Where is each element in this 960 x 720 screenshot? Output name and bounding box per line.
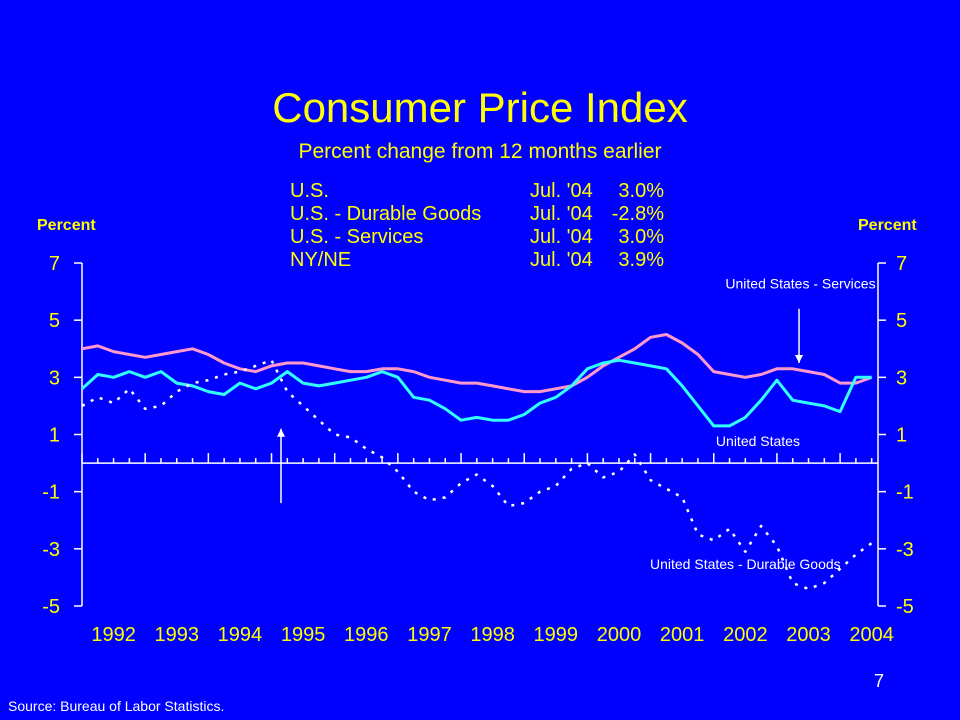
series-line-united-states-durable-goods	[81, 358, 873, 591]
y-tick-label-right: 3	[896, 367, 907, 389]
x-tick-label: 1992	[91, 624, 136, 646]
annotation-label: United States - Services	[725, 276, 875, 292]
legend-table: U.S. Jul. '04 3.0% U.S. - Durable Goods …	[290, 180, 664, 272]
y-tick-label-left: 3	[49, 367, 60, 389]
x-tick-label: 2004	[849, 624, 894, 646]
right-axis-title: Percent	[858, 217, 917, 234]
x-tick-label: 1996	[344, 624, 389, 646]
legend-row: U.S. Jul. '04 3.0%	[290, 180, 664, 203]
y-tick-label-left: -1	[42, 482, 60, 504]
legend-name: NY/NE	[290, 249, 352, 271]
legend-name: U.S.	[290, 180, 329, 202]
x-tick-label: 2002	[723, 624, 768, 646]
y-tick-label-right: 7	[896, 253, 907, 275]
legend-name: U.S. - Durable Goods	[290, 203, 482, 225]
x-tick-label: 2001	[660, 624, 705, 646]
legend-value: 3.9%	[618, 249, 664, 271]
y-tick-label-left: 5	[49, 310, 60, 332]
y-tick-label-left: -5	[42, 596, 60, 618]
left-axis-title: Percent	[37, 217, 96, 234]
annotation-label: United States - Durable Goods	[650, 556, 841, 572]
annotation-label: United States	[716, 433, 800, 449]
legend-row: NY/NE Jul. '04 3.9%	[290, 249, 664, 272]
legend-row: U.S. - Durable Goods Jul. '04 -2.8%	[290, 203, 664, 226]
legend-row: U.S. - Services Jul. '04 3.0%	[290, 226, 664, 249]
y-tick-label-right: 5	[896, 310, 907, 332]
y-tick-label-right: -1	[896, 482, 914, 504]
y-tick-label-right: -3	[896, 539, 914, 561]
x-tick-label: 1999	[534, 624, 579, 646]
y-tick-label-left: -3	[42, 539, 60, 561]
x-tick-label: 1995	[281, 624, 326, 646]
x-tick-label: 2003	[786, 624, 831, 646]
legend-name: U.S. - Services	[290, 226, 424, 248]
page-number: 7	[874, 671, 885, 691]
legend-date: Jul. '04	[530, 180, 593, 202]
legend-value: 3.0%	[618, 180, 664, 202]
x-tick-label: 1993	[155, 624, 200, 646]
y-tick-label-right: -5	[896, 596, 914, 618]
annotation-arrow-head	[277, 428, 285, 437]
y-tick-label-left: 1	[49, 425, 60, 447]
source-note: Source: Bureau of Labor Statistics.	[8, 698, 225, 714]
legend-date: Jul. '04	[530, 249, 593, 271]
x-tick-label: 1998	[470, 624, 515, 646]
chart-title: Consumer Price Index	[272, 84, 688, 131]
legend-date: Jul. '04	[530, 203, 593, 225]
y-tick-label-left: 7	[49, 253, 60, 275]
legend-date: Jul. '04	[530, 226, 593, 248]
x-tick-label: 1997	[407, 624, 452, 646]
annotation-arrow-head	[795, 355, 804, 364]
series-line-united-states-services	[81, 333, 873, 394]
chart-subtitle: Percent change from 12 months earlier	[298, 140, 662, 163]
series-line-united-states	[80, 358, 872, 428]
legend-value: 3.0%	[618, 226, 664, 248]
x-tick-label: 2000	[597, 624, 642, 646]
x-tick-label: 1994	[218, 624, 263, 646]
y-tick-label-right: 1	[896, 425, 907, 447]
legend-value: -2.8%	[611, 203, 664, 225]
